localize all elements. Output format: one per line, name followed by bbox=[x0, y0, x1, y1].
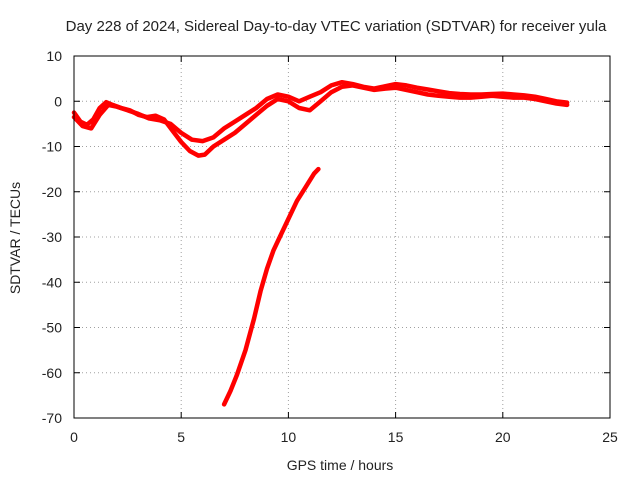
y-tick-label: 0 bbox=[54, 93, 62, 109]
x-tick-label: 5 bbox=[177, 429, 185, 445]
data-series bbox=[71, 79, 570, 407]
y-tick-label: 10 bbox=[46, 48, 62, 64]
y-axis-label: SDTVAR / TECUs bbox=[7, 182, 23, 294]
y-tick-label: -70 bbox=[42, 410, 62, 426]
y-tick-label: -40 bbox=[42, 274, 62, 290]
x-tick-label: 25 bbox=[602, 429, 618, 445]
y-tick-label: -60 bbox=[42, 365, 62, 381]
grid-lines bbox=[74, 56, 610, 418]
x-axis-label: GPS time / hours bbox=[287, 457, 394, 473]
series-line-steep-trace bbox=[221, 166, 321, 407]
y-tick-label: -10 bbox=[42, 139, 62, 155]
x-tick-label: 0 bbox=[70, 429, 78, 445]
y-tick-label: -20 bbox=[42, 184, 62, 200]
axis-ticks: 0 5 10 15 20 25 10 0 -10 -20 -30 -40 -50 -60 -70 bbox=[42, 48, 618, 445]
chart-title: Day 228 of 2024, Sidereal Day-to-day VTE… bbox=[66, 18, 607, 35]
x-tick-label: 20 bbox=[495, 429, 511, 445]
y-tick-label: -50 bbox=[42, 320, 62, 336]
series-line-main-trace-b bbox=[71, 79, 570, 144]
y-tick-label: -30 bbox=[42, 229, 62, 245]
x-tick-label: 15 bbox=[388, 429, 404, 445]
x-tick-label: 10 bbox=[281, 429, 297, 445]
